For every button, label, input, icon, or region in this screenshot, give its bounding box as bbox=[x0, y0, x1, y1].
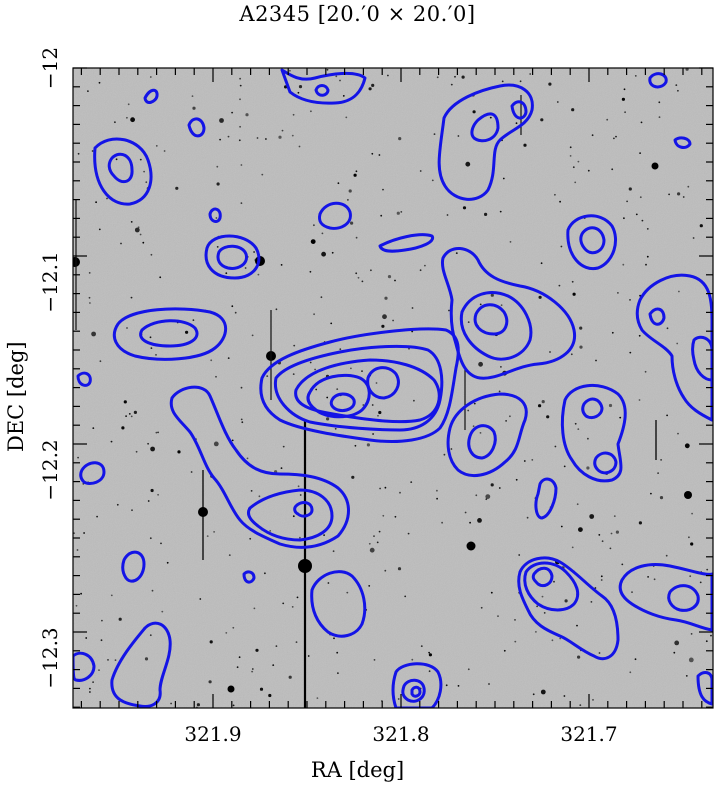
y-tick-label: −12.2 bbox=[38, 439, 62, 500]
contour-overlay bbox=[73, 68, 713, 708]
y-tick-label: −12 bbox=[38, 47, 62, 89]
x-tick-label: 321.7 bbox=[560, 722, 617, 746]
x-tick-label: 321.9 bbox=[184, 722, 241, 746]
x-axis-label: RA [deg] bbox=[310, 758, 405, 782]
x-tick-label: 321.8 bbox=[372, 722, 429, 746]
plot-title: A2345 [20.′0 × 20.′0] bbox=[239, 2, 476, 26]
axis-ticks bbox=[73, 67, 713, 708]
sky-image bbox=[73, 68, 713, 708]
y-axis-label: DEC [deg] bbox=[4, 341, 28, 452]
star-field bbox=[73, 68, 712, 708]
y-tick-label: −12.1 bbox=[38, 251, 62, 312]
y-tick-label: −12.3 bbox=[38, 627, 62, 688]
